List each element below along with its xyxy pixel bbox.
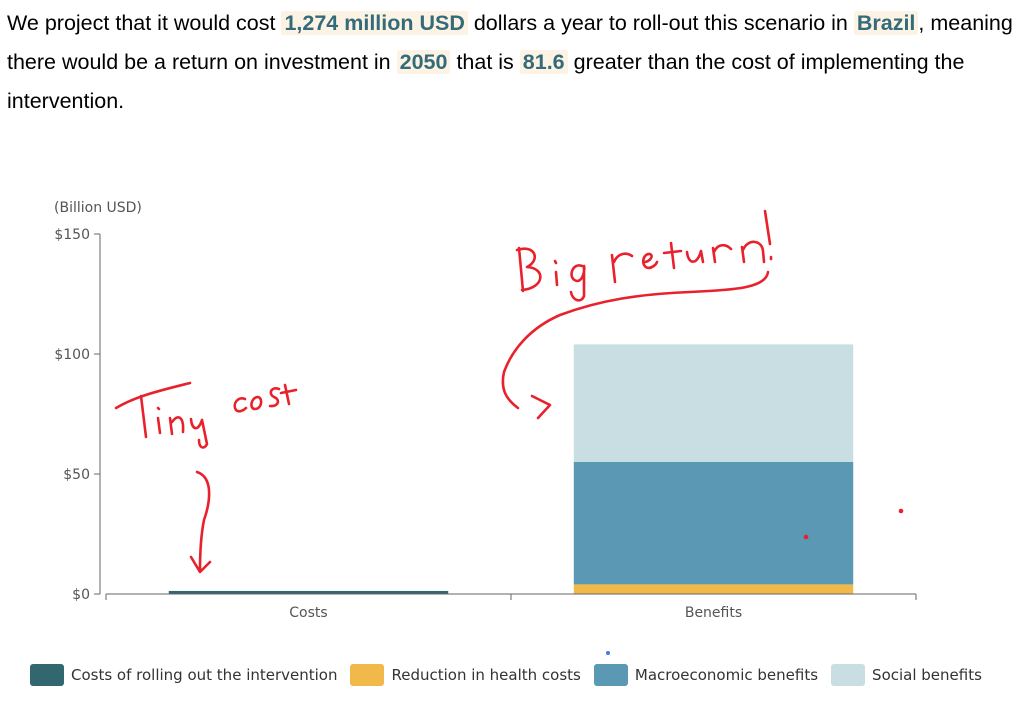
legend-swatch xyxy=(30,664,64,686)
y-tick-label: $50 xyxy=(63,467,90,483)
intro-text: , meaning there would be a return on inv… xyxy=(7,11,1013,74)
x-tick-label: Benefits xyxy=(685,605,742,621)
year-highlight: 2050 xyxy=(396,50,451,74)
annotation-curved-arrow xyxy=(501,270,770,420)
intro-paragraph: We project that it would cost 1,274 mill… xyxy=(7,4,1017,121)
legend-swatch xyxy=(831,664,866,686)
y-tick-label: $0 xyxy=(72,587,90,603)
y-tick-label: $100 xyxy=(54,347,90,363)
intro-text: that is xyxy=(450,50,520,74)
annotation-ink xyxy=(114,209,773,574)
ink-dot xyxy=(898,508,904,514)
x-tick-label: Costs xyxy=(289,605,327,621)
legend-item[interactable]: Reduction in health costs xyxy=(350,664,581,686)
y-tick-label: $150 xyxy=(54,227,90,243)
legend-label: Reduction in health costs xyxy=(391,666,581,684)
legend-label: Social benefits xyxy=(872,666,982,684)
annotation-tiny-cost-ink xyxy=(114,381,298,449)
legend-swatch xyxy=(350,664,385,686)
x-axis: Costs Benefits xyxy=(105,593,917,621)
ink-dot xyxy=(606,651,610,655)
bar-segment[interactable] xyxy=(573,462,854,585)
annotation-down-arrow xyxy=(189,470,212,574)
intro-text: dollars a year to roll-out this scenario… xyxy=(467,11,854,35)
ink-dot xyxy=(803,534,809,540)
intro-text: We project that it would cost xyxy=(7,11,282,35)
bar-segment[interactable] xyxy=(168,590,449,594)
bar-segment[interactable] xyxy=(573,584,854,594)
country-highlight: Brazil xyxy=(853,11,919,35)
legend-item[interactable]: Costs of rolling out the intervention xyxy=(30,664,337,686)
bars-group xyxy=(168,344,854,594)
y-axis: $150 $100 $50 $0 xyxy=(54,227,101,603)
chart-legend: Costs of rolling out the intervention Red… xyxy=(30,664,995,686)
legend-item[interactable]: Macroeconomic benefits xyxy=(593,664,819,686)
y-axis-label: (Billion USD) xyxy=(54,200,142,216)
cost-highlight: 1,274 million USD xyxy=(281,11,468,35)
annotation-big-return-ink xyxy=(515,209,773,302)
bar-segment[interactable] xyxy=(573,344,854,462)
ratio-highlight: 81.6 xyxy=(519,50,568,74)
legend-item[interactable]: Social benefits xyxy=(831,664,982,686)
intro-text: greater than the cost of implementing th… xyxy=(7,50,965,113)
legend-swatch xyxy=(593,664,628,686)
legend-label: Costs of rolling out the intervention xyxy=(71,666,338,684)
legend-label: Macroeconomic benefits xyxy=(634,666,819,684)
